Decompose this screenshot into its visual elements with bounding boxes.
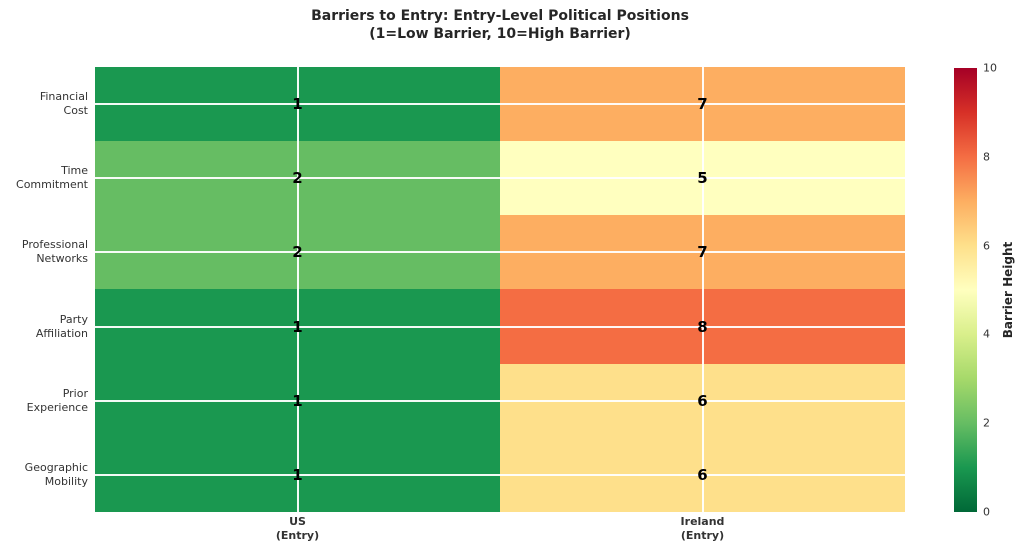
y-tick-label: Professional Networks (21, 238, 88, 266)
heatmap-cell: 1 (95, 67, 500, 142)
y-tick-label: Financial Cost (39, 90, 88, 118)
colorbar-tick-label: 6 (983, 239, 990, 253)
chart-title: Barriers to Entry: Entry-Level Political… (311, 8, 689, 24)
colorbar-tick-label: 10 (983, 61, 997, 75)
heatmap-cell: 2 (95, 215, 500, 290)
chart-title-block: Barriers to Entry: Entry-Level Political… (95, 7, 905, 43)
heatmap-cell: 7 (500, 215, 905, 290)
heatmap-cell: 8 (500, 289, 905, 364)
heatmap-cell: 6 (500, 363, 905, 438)
colorbar-tick-label: 8 (983, 150, 990, 164)
cell-value-label: 2 (292, 243, 303, 262)
heatmap-cell: 6 (500, 437, 905, 512)
heatmap-cell: 1 (95, 289, 500, 364)
y-tick-label: Party Affiliation (35, 312, 88, 340)
cell-value-label: 7 (697, 243, 708, 262)
heatmap-cell: 1 (95, 363, 500, 438)
heatmap-cell: 5 (500, 141, 905, 216)
cell-value-label: 2 (292, 169, 303, 188)
cell-value-label: 8 (697, 317, 708, 336)
cell-value-label: 7 (697, 95, 708, 114)
cell-value-label: 5 (697, 169, 708, 188)
chart-subtitle: (1=Low Barrier, 10=High Barrier) (369, 26, 631, 42)
cell-value-label: 6 (697, 465, 708, 484)
heatmap-cell: 7 (500, 67, 905, 142)
y-tick-label: Time Commitment (16, 164, 88, 192)
colorbar-tick-label: 4 (983, 327, 990, 341)
colorbar (954, 68, 977, 512)
cell-value-label: 1 (292, 317, 303, 336)
colorbar-label: Barrier Height (1001, 241, 1015, 339)
y-tick-label: Prior Experience (26, 386, 88, 414)
heatmap-cell: 2 (95, 141, 500, 216)
cell-value-label: 6 (697, 391, 708, 410)
colorbar-tick-label: 2 (983, 416, 990, 430)
x-tick-label: US (Entry) (275, 515, 320, 542)
cell-value-label: 1 (292, 465, 303, 484)
heatmap-cell: 1 (95, 437, 500, 512)
y-tick-label: Geographic Mobility (24, 460, 88, 488)
heatmap-plot-area: 1 7 2 5 2 7 1 8 1 6 1 6 (95, 67, 905, 512)
cell-value-label: 1 (292, 95, 303, 114)
cell-value-label: 1 (292, 391, 303, 410)
colorbar-tick-label: 0 (983, 505, 990, 519)
x-tick-label: Ireland (Entry) (680, 515, 725, 542)
